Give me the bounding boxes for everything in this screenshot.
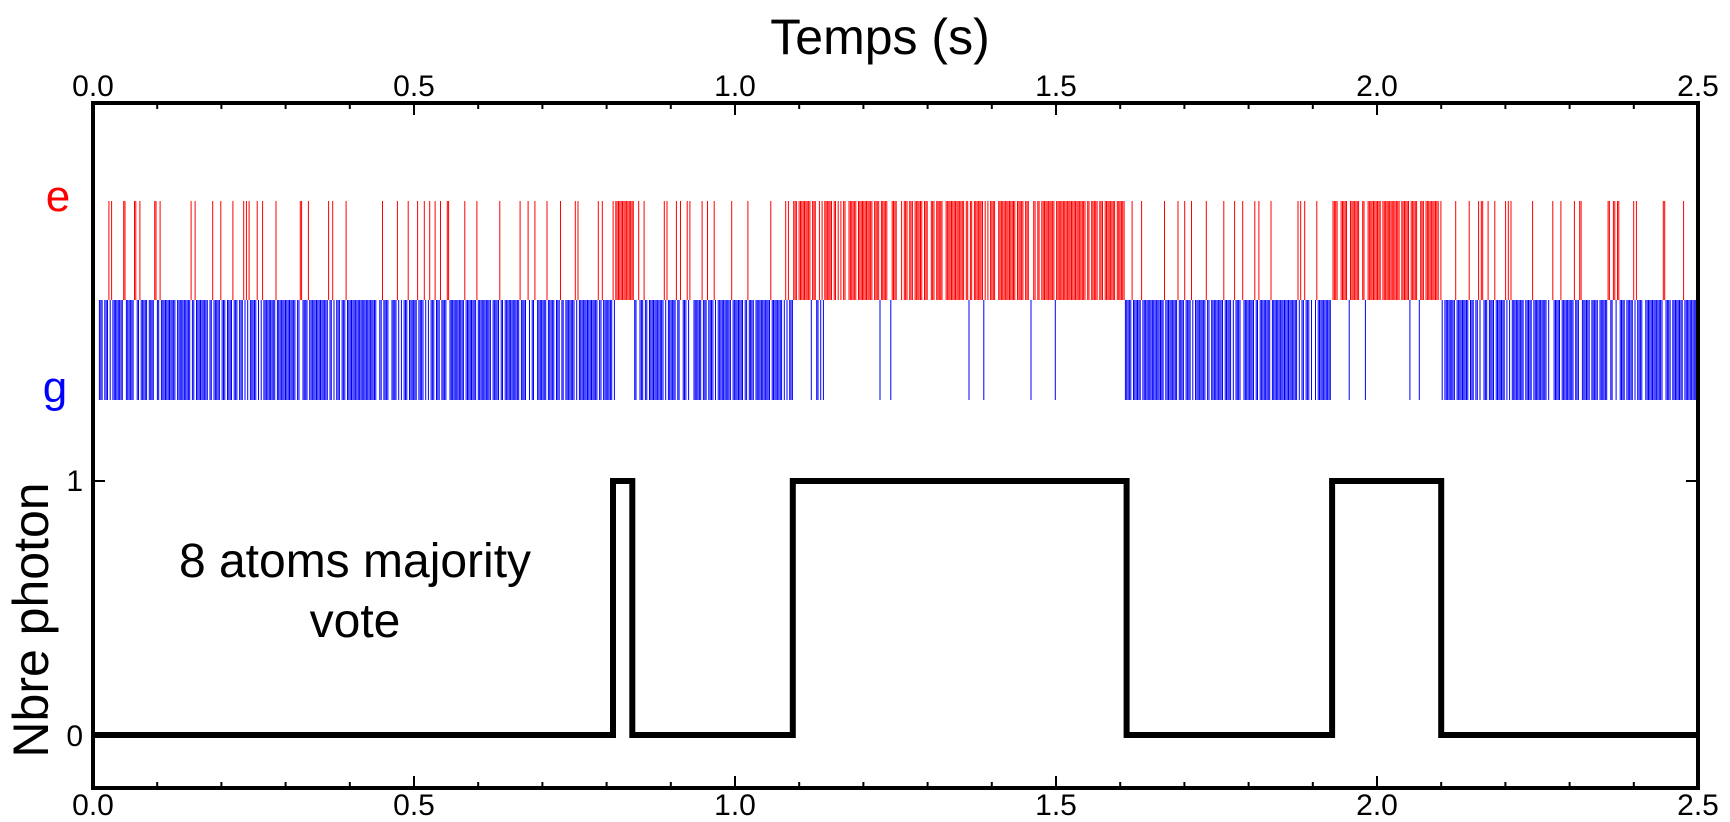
plot-frame [91, 101, 1700, 790]
top-x-tick-label: 1.5 [1035, 70, 1077, 103]
bottom-x-tick-label: 2.5 [1677, 789, 1719, 822]
top-x-tick-label: 2.5 [1677, 70, 1719, 103]
g-state-marks [98, 300, 1698, 400]
top-x-tick-label: 2.0 [1356, 70, 1398, 103]
y-tick-label: 1 [66, 465, 83, 498]
top-x-tick-label: 1.0 [714, 70, 756, 103]
bottom-x-tick-label: 1.0 [714, 789, 756, 822]
bottom-x-tick-label: 2.0 [1356, 789, 1398, 822]
top-x-axis-title: Temps (s) [770, 9, 989, 65]
g-state-label: g [43, 363, 67, 412]
photon-number-trace [93, 478, 1698, 738]
bottom-x-tick-label: 0.0 [72, 789, 114, 822]
e-state-marks [108, 201, 1685, 300]
y-axis-title: Nbre photon [3, 482, 59, 757]
bottom-x-tick-label: 0.5 [393, 789, 435, 822]
annotation-line-2: vote [310, 595, 401, 648]
axis-ticks [92, 103, 1699, 788]
bottom-x-tick-label: 1.5 [1035, 789, 1077, 822]
top-x-tick-label: 0.0 [72, 70, 114, 103]
y-tick-label: 0 [66, 720, 83, 753]
top-x-tick-label: 0.5 [393, 70, 435, 103]
e-state-label: e [46, 172, 70, 221]
annotation-line-1: 8 atoms majority [179, 535, 531, 588]
